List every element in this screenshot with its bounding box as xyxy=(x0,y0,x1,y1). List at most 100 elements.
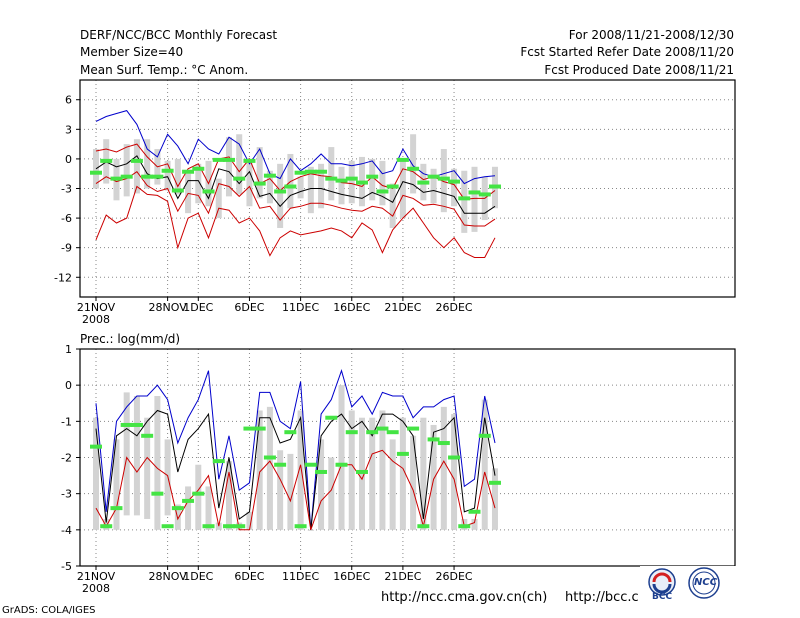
precip-ytick-label: 1 xyxy=(65,343,72,356)
precip-median-mark xyxy=(202,524,215,529)
precip-spread-bar xyxy=(318,439,325,530)
temp-spread-bar xyxy=(451,168,458,207)
temp-spread-bar xyxy=(246,158,253,207)
temp-xtick-label: 11DEC xyxy=(282,301,319,314)
temp-median-mark xyxy=(202,189,215,194)
temp-xtick-label: 21DEC xyxy=(384,301,421,314)
precip-median-mark xyxy=(253,426,266,431)
temp-spread-bar xyxy=(430,168,437,204)
temp-median-mark xyxy=(448,179,461,184)
temp-spread-bar xyxy=(379,160,386,206)
precip-median-mark xyxy=(110,506,123,511)
temp-spread-bar xyxy=(225,137,232,197)
precip-variable-label: Prec.: log(mm/d) xyxy=(80,332,181,346)
precip-median-mark xyxy=(294,524,307,529)
precip-median-mark xyxy=(407,426,420,431)
precip-median-mark xyxy=(315,469,328,474)
precip-xtick-label: 16DEC xyxy=(333,570,370,583)
precip-spread-bar xyxy=(348,410,355,530)
temp-spread-bar xyxy=(410,134,417,194)
temp-median-mark xyxy=(151,174,164,179)
precip-median-mark xyxy=(284,430,297,435)
chart-title: DERF/NCC/BCC Monthly Forecast xyxy=(80,28,278,42)
temp-spread-bar xyxy=(174,158,181,195)
precip-median-mark xyxy=(130,422,143,427)
temp-spread-bar xyxy=(266,170,273,204)
precip-median-mark xyxy=(192,491,205,496)
precip-spread-bar xyxy=(440,406,447,530)
temp-spread-bar xyxy=(164,160,171,191)
precip-xtick-sublabel: 2008 xyxy=(82,582,110,595)
precip-spread-bar xyxy=(185,486,192,530)
forecast-start-date: Fcst Started Refer Date 2008/11/20 xyxy=(520,45,734,59)
temp-median-mark xyxy=(222,157,235,162)
precip-spread-bar xyxy=(451,414,458,530)
temp-spread-bar xyxy=(133,139,140,194)
temp-ytick-label: -3 xyxy=(61,183,72,196)
temp-median-mark xyxy=(366,174,379,179)
precip-spread-bar xyxy=(256,410,263,530)
precip-median-mark xyxy=(243,426,256,431)
precip-ytick-label: 0 xyxy=(65,379,72,392)
grads-credit: GrADS: COLA/IGES xyxy=(2,605,96,616)
precip-xtick-label: 28NOV xyxy=(149,570,188,583)
precip-median-mark xyxy=(345,430,358,435)
temp-median-mark xyxy=(253,181,266,186)
precip-spread-bar xyxy=(123,392,130,516)
logo-area: BCC NCC xyxy=(640,566,736,606)
precip-spread-bar xyxy=(205,486,212,530)
precip-median-mark xyxy=(120,422,133,427)
temp-median-mark xyxy=(407,166,420,171)
precip-median-mark xyxy=(233,524,246,529)
temp-median-mark xyxy=(396,157,409,162)
precip-spread-bar xyxy=(420,417,427,530)
temp-median-mark xyxy=(345,176,358,181)
temp-median-mark xyxy=(263,173,276,178)
precip-spread-bar xyxy=(410,435,417,530)
temp-median-mark xyxy=(212,157,225,162)
temp-median-mark xyxy=(376,189,389,194)
precip-spread-bar xyxy=(297,410,304,530)
temp-spread-bar xyxy=(318,163,325,209)
precip-spread-bar xyxy=(277,450,284,530)
precip-median-mark xyxy=(182,498,195,503)
precip-median-mark xyxy=(90,444,102,449)
temp-median-mark xyxy=(355,180,368,185)
precip-spread-bar xyxy=(379,410,386,530)
temp-spread-bar xyxy=(348,160,355,204)
temp-spread-bar xyxy=(297,176,304,199)
precip-ytick-label: -5 xyxy=(61,560,72,573)
temp-median-mark xyxy=(417,180,430,185)
precip-median-mark xyxy=(171,506,184,511)
ncc-url[interactable]: http://ncc.cma.gov.cn(ch) xyxy=(381,590,548,605)
precip-spread-bar xyxy=(133,396,140,516)
precip-spread-bar xyxy=(113,439,120,530)
temp-spread-bar xyxy=(399,158,406,219)
ncc-logo-text: NCC xyxy=(694,577,718,588)
bcc-url[interactable]: http://bcc.c xyxy=(565,590,639,605)
precip-median-mark xyxy=(222,524,235,529)
temp-median-mark xyxy=(458,196,471,201)
temp-variable-label: Mean Surf. Temp.: °C Anom. xyxy=(80,63,249,77)
temp-median-mark xyxy=(100,158,113,163)
temp-median-mark xyxy=(192,166,205,171)
precip-spread-bar xyxy=(471,518,478,530)
temp-median-mark xyxy=(468,190,481,195)
member-size: Member Size=40 xyxy=(80,45,184,59)
precip-spread-bar xyxy=(481,399,488,530)
temp-spread-bar xyxy=(123,144,130,197)
temp-ytick-label: -6 xyxy=(61,212,72,225)
precip-median-mark xyxy=(458,524,471,529)
precip-line-mean xyxy=(95,409,496,530)
precip-spread-bar xyxy=(154,396,161,530)
temp-spread-bar xyxy=(338,166,345,205)
temp-median-mark xyxy=(110,176,123,181)
temp-median-mark xyxy=(478,192,491,197)
precip-median-mark xyxy=(427,437,440,442)
precip-xtick-label: 6DEC xyxy=(234,570,264,583)
temp-median-mark xyxy=(243,158,256,163)
precip-median-mark xyxy=(304,462,317,467)
temp-median-mark xyxy=(325,176,338,181)
precip-ytick-label: -3 xyxy=(61,488,72,501)
